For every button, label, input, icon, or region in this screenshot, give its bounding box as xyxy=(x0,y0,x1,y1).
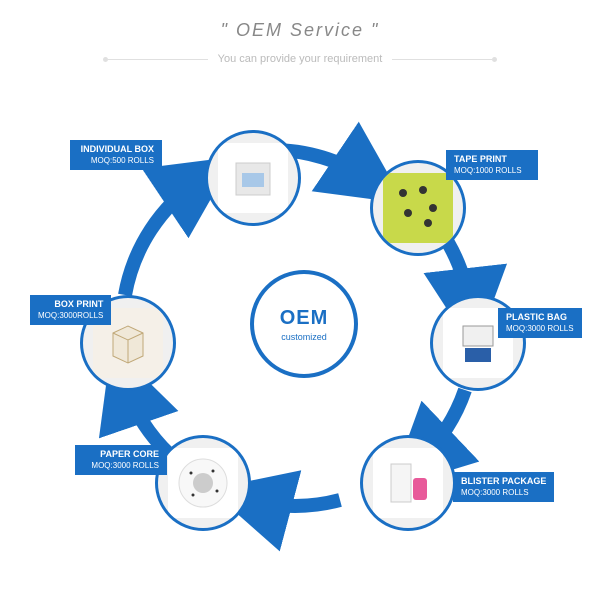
label-title: INDIVIDUAL BOX xyxy=(78,144,154,156)
label-moq: MOQ:3000 ROLLS xyxy=(506,324,574,334)
page-title: " OEM Service " xyxy=(0,20,600,41)
label-box-05: PAPER CORE MOQ:3000 ROLLS xyxy=(75,445,167,475)
label-title: PAPER CORE xyxy=(83,449,159,461)
cycle-diagram: OEM customized 01 INDIVIDUAL BOX M xyxy=(0,100,600,580)
box-icon xyxy=(218,143,288,213)
label-moq: MOQ:500 ROLLS xyxy=(78,156,154,166)
node-paper-core xyxy=(155,435,251,531)
label-box-04: BLISTER PACKAGE MOQ:3000 ROLLS xyxy=(453,472,554,502)
subtitle: You can provide your requirement xyxy=(218,53,383,65)
node-individual-box xyxy=(205,130,301,226)
label-moq: MOQ:3000ROLLS xyxy=(38,311,103,321)
line-decoration xyxy=(392,59,492,60)
label-num-06: 06 xyxy=(8,293,30,316)
label-box-01: INDIVIDUAL BOX MOQ:500 ROLLS xyxy=(70,140,162,170)
label-title: BLISTER PACKAGE xyxy=(461,476,546,488)
header: " OEM Service " You can provide your req… xyxy=(0,0,600,65)
center-sub-text: customized xyxy=(281,332,327,342)
node-blister-package xyxy=(360,435,456,531)
label-title: TAPE PRINT xyxy=(454,154,530,166)
label-moq: MOQ:3000 ROLLS xyxy=(83,461,159,471)
label-moq: MOQ:3000 ROLLS xyxy=(461,488,546,498)
label-moq: MOQ:1000 ROLLS xyxy=(454,166,530,176)
center-main-text: OEM xyxy=(280,307,329,330)
label-box-03: PLASTIC BAG MOQ:3000 ROLLS xyxy=(498,308,582,338)
roll-icon xyxy=(168,448,238,518)
label-title: PLASTIC BAG xyxy=(506,312,574,324)
dot-decoration xyxy=(492,57,497,62)
label-num-02: 02 xyxy=(536,148,558,171)
label-num-05: 05 xyxy=(53,443,75,466)
tape-icon xyxy=(383,173,453,243)
subtitle-row: You can provide your requirement xyxy=(0,53,600,65)
line-decoration xyxy=(108,59,208,60)
center-badge: OEM customized xyxy=(250,270,358,378)
label-box-02: TAPE PRINT MOQ:1000 ROLLS xyxy=(446,150,538,180)
label-num-01: 01 xyxy=(48,138,70,161)
label-title: BOX PRINT xyxy=(38,299,103,311)
label-box-06: BOX PRINT MOQ:3000ROLLS xyxy=(30,295,111,325)
blister-icon xyxy=(373,448,443,518)
